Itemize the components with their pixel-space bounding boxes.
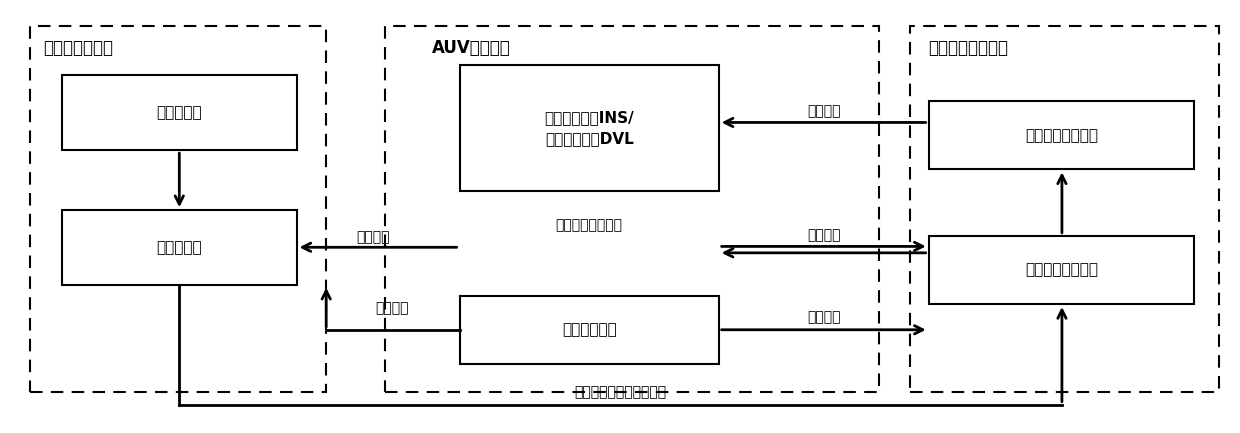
Bar (30, 26, 326, 392)
Text: 应答器定位: 应答器定位 (156, 240, 202, 255)
Bar (929, 101, 1194, 169)
Text: 导航输出: 导航输出 (356, 230, 389, 244)
Bar (910, 26, 1219, 392)
Text: 相对距离: 相对距离 (807, 310, 841, 324)
Text: 声学测距模块: 声学测距模块 (562, 322, 616, 337)
Bar (62, 210, 296, 285)
Text: AUV航位推算: AUV航位推算 (433, 39, 511, 57)
Text: 导航输出: 导航输出 (807, 228, 841, 242)
Text: 应答器位置标定: 应答器位置标定 (43, 39, 114, 57)
Bar (460, 296, 719, 364)
Text: 惯性导航系统INS/
多普勒测速仪DVL: 惯性导航系统INS/ 多普勒测速仪DVL (544, 110, 634, 146)
Text: 已标定的水下应答器位置: 已标定的水下应答器位置 (574, 385, 666, 400)
Bar (386, 26, 879, 392)
Text: 应答器布放: 应答器布放 (156, 105, 202, 120)
Text: 距离变换位置算法: 距离变换位置算法 (1024, 262, 1097, 278)
Bar (62, 75, 296, 150)
Bar (460, 65, 719, 191)
Text: 误差修正: 误差修正 (807, 104, 841, 118)
Text: 相对距离: 相对距离 (374, 302, 408, 316)
Bar (929, 236, 1194, 304)
Text: 距离组合导航算法: 距离组合导航算法 (929, 39, 1008, 57)
Text: 位置组合导航算法: 位置组合导航算法 (1024, 128, 1097, 143)
Text: 内部导航设备数据: 内部导航设备数据 (556, 218, 622, 232)
